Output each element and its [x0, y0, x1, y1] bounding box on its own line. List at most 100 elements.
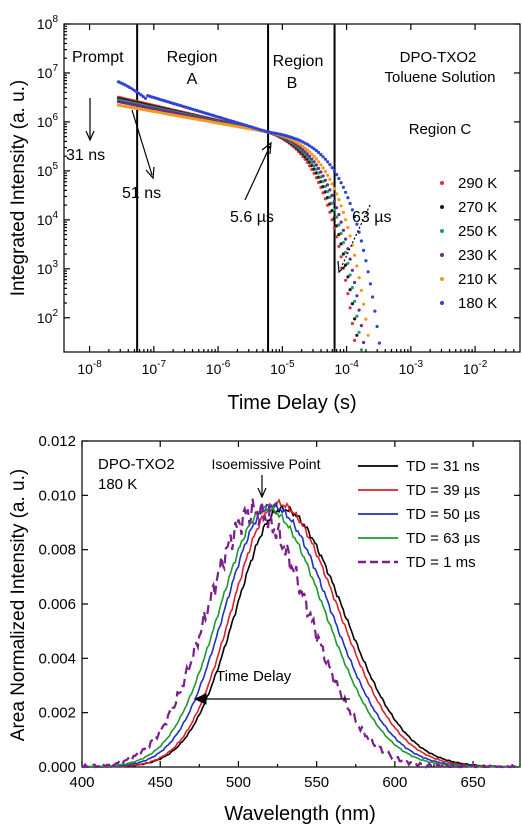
decay-point	[344, 190, 348, 194]
decay-point	[319, 163, 323, 167]
decay-point	[339, 255, 343, 259]
decay-legend-label: 290 K	[458, 175, 497, 192]
decay-point	[359, 348, 363, 352]
spectra-legend-label: TD = 1 ms	[406, 554, 476, 571]
decay-point	[137, 91, 141, 95]
decay-point	[346, 247, 350, 251]
label-time-delay: Time Delay	[216, 668, 292, 685]
decay-point	[366, 270, 370, 274]
decay-point	[314, 163, 318, 167]
label-51ns: 51 ns	[122, 185, 161, 202]
spectra-legend: TD = 31 ns TD = 39 µs TD = 50 µs TD = 63 µs…	[358, 458, 480, 571]
decay-point	[299, 143, 303, 147]
spectra-y-tick-label: 0.010	[38, 487, 76, 504]
decay-x-tick-label: 10-4	[334, 359, 359, 377]
decay-point	[303, 152, 307, 156]
decay-point	[353, 280, 357, 285]
decay-point	[368, 282, 372, 286]
decay-point	[321, 174, 325, 178]
decay-point	[350, 268, 354, 272]
decay-point	[323, 178, 327, 182]
decay-point	[355, 264, 359, 268]
spectra-y-tick-label: 0.012	[38, 433, 76, 450]
decay-point	[339, 231, 343, 235]
decay-point	[339, 181, 343, 185]
decay-point	[326, 173, 330, 177]
decay-x-tick-label: 10-2	[463, 359, 488, 377]
spectra-legend-label: TD = 63 µs	[406, 530, 480, 547]
arrow-5-6us-head	[261, 141, 272, 155]
decay-point	[344, 250, 348, 255]
decay-point	[308, 150, 312, 154]
decay-x-axis-label: Time Delay (s)	[227, 392, 356, 414]
decay-point	[330, 218, 334, 222]
label-region-a-1: Region	[167, 49, 218, 66]
decay-point	[341, 241, 345, 245]
decay-point	[294, 140, 298, 144]
decay-chart: 10-8 10-7 10-6 10-5 10-4 10-3 10-2 102 103 104 105…	[8, 14, 521, 414]
decay-point	[346, 261, 350, 265]
decay-y-axis-label: Integrated Intensity (a. u.)	[8, 80, 29, 297]
decay-point	[357, 308, 361, 312]
decay-point	[312, 160, 316, 164]
decay-point	[326, 189, 330, 194]
decay-point	[348, 257, 352, 261]
label-region-c: Region C	[409, 121, 472, 138]
decay-x-tick-label: 10-8	[77, 359, 102, 377]
spectra-y-tick-label: 0.006	[38, 596, 76, 613]
decay-point	[341, 210, 345, 214]
decay-point	[337, 176, 341, 181]
decay-point	[312, 167, 316, 171]
decay-point	[371, 295, 375, 299]
arrow-31ns-head	[85, 130, 95, 142]
decay-point	[373, 309, 377, 313]
decay-y-tick-label: 103	[37, 259, 59, 277]
decay-point	[332, 208, 336, 212]
decay-legend-marker	[440, 181, 444, 185]
decay-point	[308, 160, 312, 164]
decay-point	[303, 154, 307, 159]
decay-legend-marker	[440, 253, 444, 257]
decay-point	[355, 333, 359, 337]
decay-point	[364, 259, 368, 263]
decay-x-tick-label: 10-7	[142, 359, 167, 377]
spectra-series-line	[82, 498, 520, 769]
decay-point	[332, 199, 336, 203]
decay-point	[337, 198, 341, 202]
decay-point	[308, 144, 312, 148]
decay-point	[335, 206, 339, 210]
decay-point	[301, 144, 305, 149]
decay-point	[328, 188, 332, 192]
decay-y-tick-label: 102	[37, 308, 59, 326]
decay-point	[319, 153, 323, 157]
decay-legend-marker	[440, 229, 444, 233]
decay-point	[303, 150, 307, 154]
decay-point	[346, 225, 350, 230]
decay-point	[314, 149, 318, 153]
decay-point	[362, 302, 366, 306]
decay-point	[328, 163, 332, 167]
spectra-legend-label: TD = 50 µs	[406, 506, 480, 523]
label-region-a-2: A	[187, 71, 198, 88]
decay-legend-label: 210 K	[458, 271, 497, 288]
spectra-series-line	[82, 498, 520, 768]
decay-point	[335, 173, 339, 177]
decay-point	[348, 273, 352, 277]
decay-point	[355, 314, 359, 318]
decay-point	[346, 196, 350, 200]
decay-point	[328, 177, 332, 181]
decay-point	[321, 155, 325, 159]
decay-point	[328, 195, 332, 199]
spectra-x-tick-label: 500	[226, 774, 251, 791]
decay-point	[335, 192, 339, 196]
decay-x-tick-label: 10-3	[399, 359, 424, 377]
decay-point	[330, 166, 334, 170]
decay-point	[332, 226, 336, 230]
decay-point	[139, 93, 143, 97]
spectra-series-line	[81, 501, 521, 768]
decay-point	[132, 88, 136, 92]
spectra-y-tick-label: 0.000	[38, 759, 76, 776]
decay-y-tick-label: 104	[37, 210, 59, 228]
decay-point	[314, 157, 318, 161]
decay-point	[310, 152, 314, 156]
